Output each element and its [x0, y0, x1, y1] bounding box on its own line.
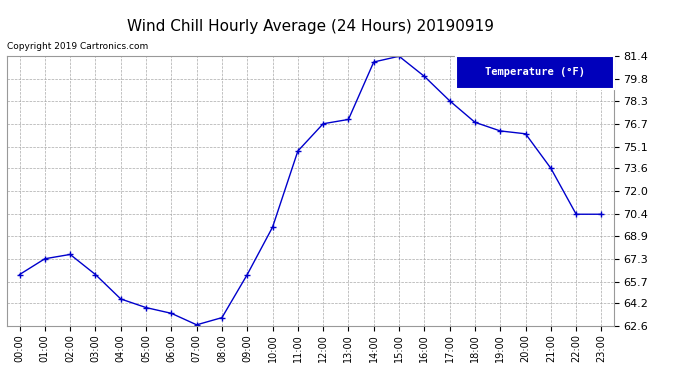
Text: Copyright 2019 Cartronics.com: Copyright 2019 Cartronics.com: [7, 42, 148, 51]
Text: Wind Chill Hourly Average (24 Hours) 20190919: Wind Chill Hourly Average (24 Hours) 201…: [127, 19, 494, 34]
